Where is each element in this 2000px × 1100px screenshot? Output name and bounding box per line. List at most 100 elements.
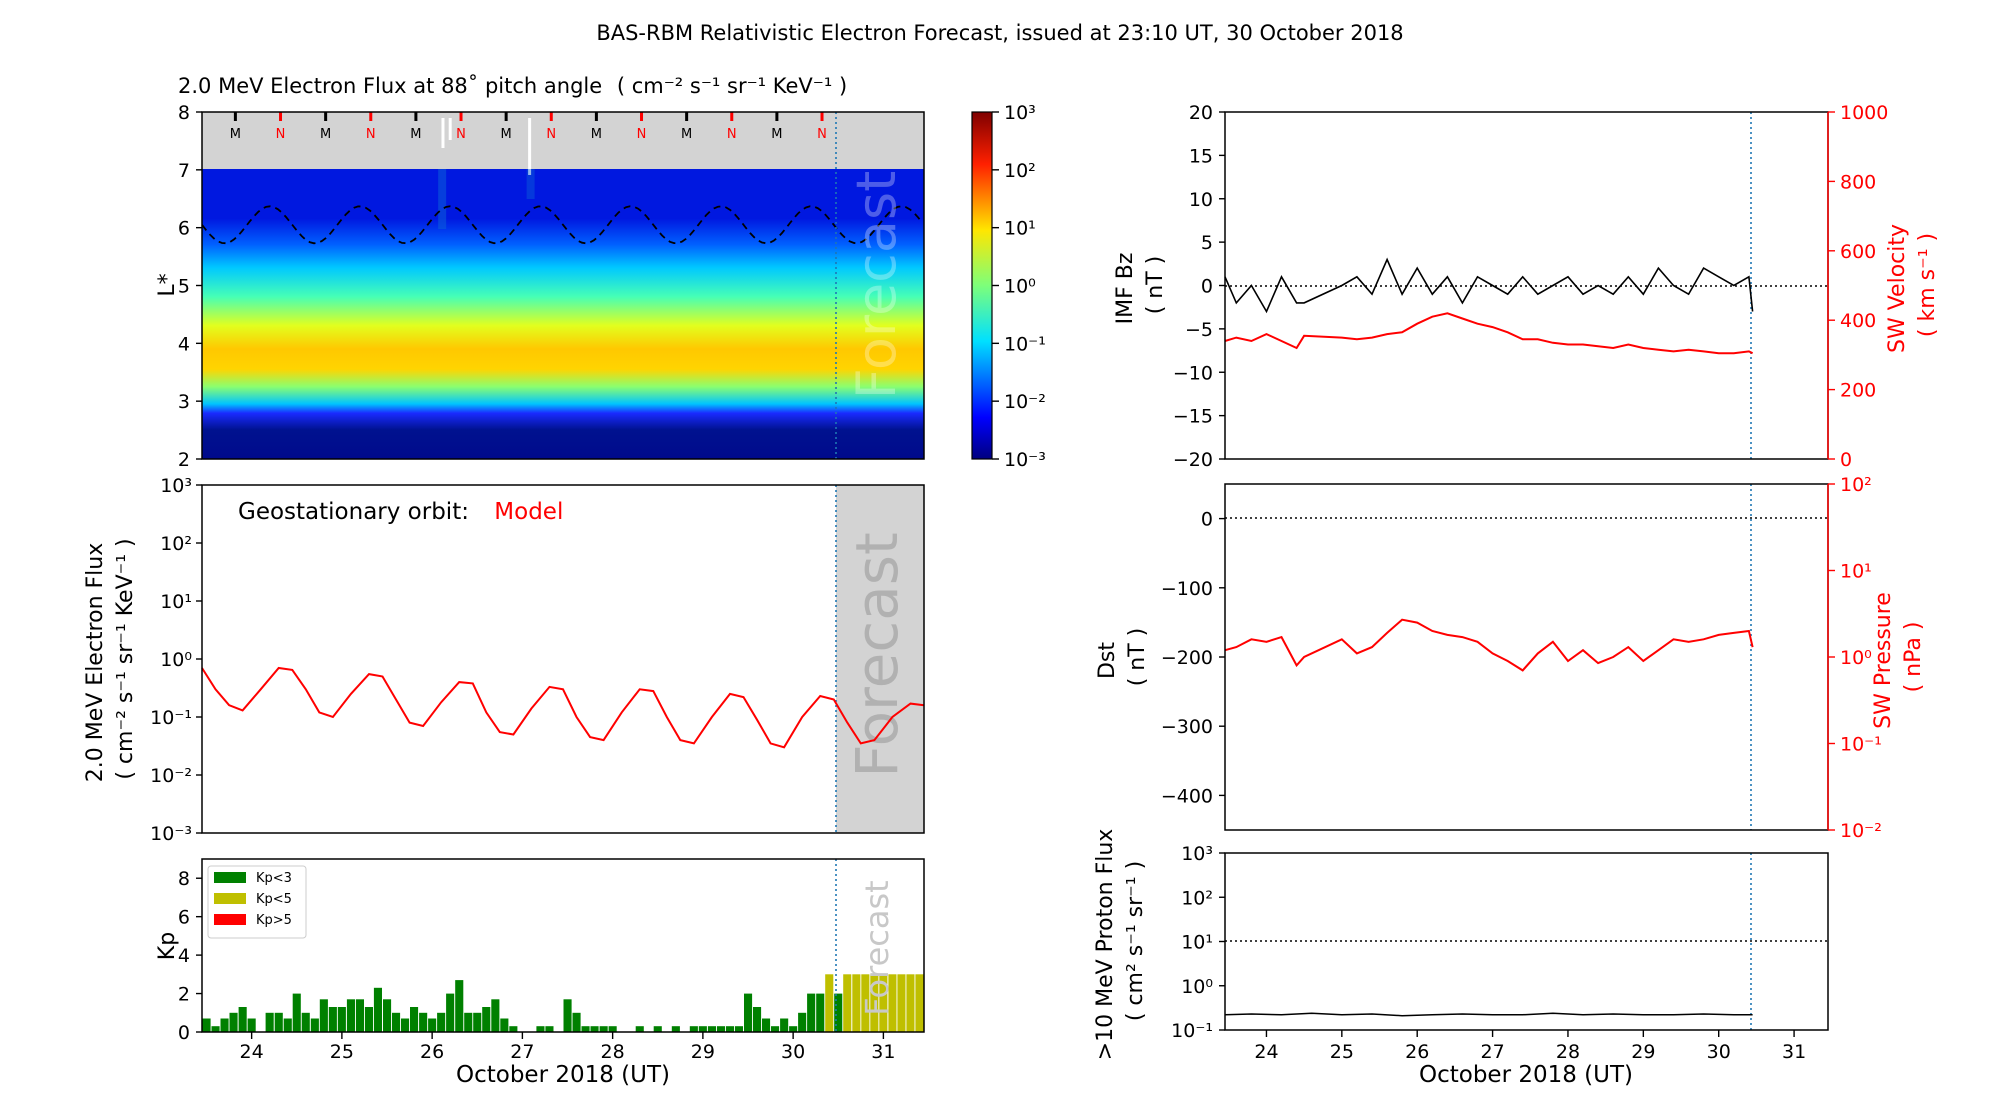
kp-bar <box>725 1026 734 1032</box>
geo-flux-ytick-label: 10¹ <box>160 591 192 613</box>
kp-ytick-label: 8 <box>178 868 190 890</box>
geo-flux-annotation-model: Model <box>494 499 563 525</box>
imf-ytick-label: 15 <box>1189 145 1213 167</box>
sw-pressure-ylabel-unit: ( nPa ) <box>1901 622 1926 693</box>
kp-bar <box>608 1026 617 1032</box>
kp-bar <box>383 999 392 1032</box>
kp-bar <box>572 1012 581 1032</box>
flux-map-mn-label: M <box>771 127 782 142</box>
kp-bar <box>328 1007 337 1032</box>
kp-bar <box>653 1026 662 1032</box>
kp-xtick-label: 24 <box>240 1041 264 1063</box>
flux-map-mn-label: N <box>456 127 466 142</box>
imf-ytick-label: −5 <box>1185 319 1213 341</box>
kp-bar <box>843 974 852 1032</box>
kp-bar <box>762 1018 771 1032</box>
kp-xtick-label: 25 <box>330 1041 354 1063</box>
kp-xtick-label: 29 <box>691 1041 715 1063</box>
colorbar-tick-label: 10³ <box>1004 102 1036 124</box>
dst-ytick-label: −200 <box>1161 647 1213 669</box>
kp-bar <box>220 1018 229 1032</box>
colorbar-tick-label: 10⁰ <box>1004 276 1036 298</box>
proton-ytick-label: 10³ <box>1181 843 1213 865</box>
flux-map-mn-label: N <box>637 127 647 142</box>
dst-frame <box>1224 483 1829 831</box>
kp-bar <box>500 1018 509 1032</box>
kp-bar <box>337 1007 346 1032</box>
sw-velocity-ylabel-unit: ( km s⁻¹ ) <box>1915 233 1940 337</box>
kp-legend-low: Kp<3 <box>256 871 292 886</box>
geo-flux-forecast-region <box>836 485 924 833</box>
flux-map-upper-region <box>202 112 924 169</box>
kp-frame <box>201 858 925 1033</box>
kp-bar <box>509 1026 518 1032</box>
kp-bar <box>698 1026 707 1032</box>
sw-velocity-y-axis: 0 200 400 600 800 1000 <box>1827 102 1888 471</box>
kp-bar <box>419 1012 428 1032</box>
kp-bar <box>301 1012 310 1032</box>
colorbar: 10⁻³ 10⁻² 10⁻¹ 10⁰ 10¹ 10² 10³ <box>971 102 1046 471</box>
kp-legend: Kp<3 Kp<5 Kp>5 <box>207 865 307 939</box>
kp-bar <box>346 999 355 1032</box>
flux-map-ytick-label: 5 <box>178 276 190 298</box>
kp-ytick-label: 6 <box>178 907 190 929</box>
dst-ytick-label: −100 <box>1161 578 1213 600</box>
kp-bar <box>401 1018 410 1032</box>
figure-title: BAS-RBM Relativistic Electron Forecast, … <box>596 21 1403 45</box>
kp-xtick-label: 27 <box>510 1041 534 1063</box>
sw-velocity-ytick-label: 400 <box>1840 310 1876 332</box>
flux-map-disturbance-dip <box>438 169 447 229</box>
proton-ylabel: >10 MeV Proton Flux ( cm² s⁻¹ sr⁻¹ ) <box>1093 822 1148 1061</box>
dst-ylabel-unit: ( nT ) <box>1125 628 1150 687</box>
kp-bar <box>310 1018 319 1032</box>
kp-bar <box>437 1012 446 1032</box>
proton-xtick-label: 27 <box>1480 1041 1504 1063</box>
sw-pressure-y-axis: 10⁻² 10⁻¹ 10⁰ 10¹ 10² <box>1827 474 1882 842</box>
proton-xtick-label: 28 <box>1556 1041 1580 1063</box>
geo-flux-forecast-label: Forecast <box>843 532 911 777</box>
sw-pressure-ytick-label: 10⁻¹ <box>1840 734 1882 756</box>
kp-bar <box>744 993 753 1032</box>
kp-bar <box>473 1012 482 1032</box>
imf-ylabel-unit: ( nT ) <box>1143 256 1168 315</box>
kp-bar <box>671 1026 680 1032</box>
flux-map-ytick-label: 4 <box>178 333 190 355</box>
kp-bar <box>816 993 825 1032</box>
geo-flux-ylabel-text: 2.0 MeV Electron Flux <box>83 543 108 783</box>
imf-ylabel-text: IMF Bz <box>1113 253 1138 325</box>
kp-xtick-label: 26 <box>420 1041 444 1063</box>
kp-bar <box>870 974 879 1032</box>
kp-bar <box>906 974 915 1032</box>
kp-bar <box>852 974 861 1032</box>
proton-xtick-label: 24 <box>1254 1041 1278 1063</box>
imf-ytick-label: −10 <box>1173 362 1213 384</box>
kp-bar <box>689 1026 698 1032</box>
flux-map-title-text: 2.0 MeV Electron Flux at 88˚ pitch angle <box>178 74 602 98</box>
kp-bar <box>292 993 301 1032</box>
proton-xtick-label: 31 <box>1782 1041 1806 1063</box>
kp-bar <box>202 1018 211 1032</box>
proton-flux-line <box>1224 1012 1753 1017</box>
sw-velocity-ytick-label: 600 <box>1840 241 1876 263</box>
kp-bar <box>590 1026 599 1032</box>
geo-flux-ytick-label: 10⁰ <box>160 649 192 671</box>
kp-bar <box>238 1007 247 1032</box>
kp-bar <box>211 1026 220 1032</box>
kp-bar <box>392 1012 401 1032</box>
sw-pressure-ytick-label: 10¹ <box>1840 561 1872 583</box>
kp-bar <box>265 1012 274 1032</box>
sw-velocity-ytick-label: 1000 <box>1840 102 1888 124</box>
sw-pressure-ylabel: SW Pressure ( nPa ) <box>1871 585 1926 729</box>
kp-bar <box>789 1026 798 1032</box>
kp-bar <box>707 1026 716 1032</box>
flux-map-y-axis: 2 3 4 5 6 7 8 <box>178 102 202 471</box>
imf-ytick-label: 20 <box>1189 102 1213 124</box>
kp-bar <box>545 1026 554 1032</box>
kp-bar <box>355 999 364 1032</box>
kp-bar <box>716 1026 725 1032</box>
kp-bar <box>319 999 328 1032</box>
kp-bar <box>229 1012 238 1032</box>
kp-bar <box>581 1026 590 1032</box>
